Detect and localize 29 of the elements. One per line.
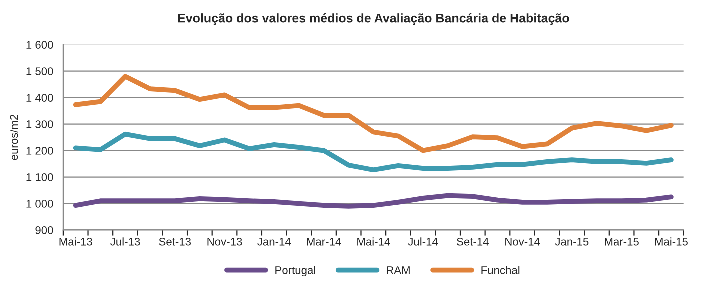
line-series <box>73 74 674 154</box>
x-tick-label: Jul-14 <box>408 238 438 246</box>
x-tick-label: Nov-13 <box>208 238 242 246</box>
x-tick-label: Jan-14 <box>258 238 292 246</box>
x-tick-label: Jan-15 <box>555 238 589 246</box>
x-tick-label: Mar-15 <box>605 238 639 246</box>
y-axis-title: euros/m2 <box>10 114 18 160</box>
x-tick-label: Mai-14 <box>358 238 390 246</box>
y-tick-label: 1 500 <box>26 68 54 76</box>
y-tick-label: 900 <box>36 226 54 234</box>
line-series <box>73 132 674 173</box>
x-tick-label: Mar-14 <box>307 238 342 246</box>
legend-label: Funchal <box>482 266 520 274</box>
y-tick-label: 1 200 <box>26 147 54 155</box>
x-tick-label: Jul-13 <box>110 238 140 246</box>
x-tick-label: Set-14 <box>457 238 489 246</box>
x-tick-label: Nov-14 <box>506 238 540 246</box>
x-tick-label: Mai-13 <box>60 238 92 246</box>
y-tick-label: 1 600 <box>26 41 54 49</box>
x-tick-label: Set-13 <box>159 238 192 246</box>
y-tick-label: 1 300 <box>26 120 54 128</box>
x-tick-label: Mai-15 <box>655 238 688 246</box>
legend-label: Portugal <box>276 266 316 277</box>
line-series <box>73 193 674 209</box>
y-tick-label: 1 400 <box>26 94 54 102</box>
y-tick-label: 1 000 <box>26 200 54 208</box>
chart-title: Evolução dos valores médios de Avaliação Bancária de Habitação <box>178 13 570 26</box>
legend-label: RAM <box>387 266 410 274</box>
y-tick-label: 1 100 <box>26 174 54 182</box>
